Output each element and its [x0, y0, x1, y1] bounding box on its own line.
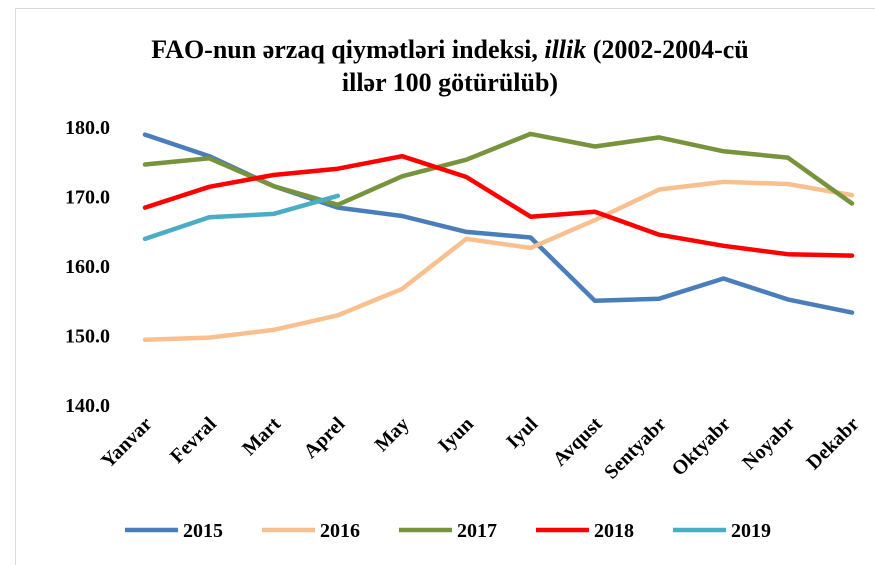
- y-tick-label: 150.0: [65, 326, 110, 348]
- legend-label: 2018: [594, 520, 634, 542]
- chart-frame: [15, 8, 875, 565]
- series-line: [142, 179, 855, 342]
- y-tick-label: 140.0: [65, 395, 110, 417]
- y-tick-label: 160.0: [65, 256, 110, 278]
- series-line: [142, 193, 341, 242]
- title-part: FAO-nun ərzaq qiymətləri indeksi,: [151, 35, 538, 64]
- series-line: [142, 153, 855, 258]
- legend-label: 2016: [320, 520, 360, 542]
- legend-label: 2019: [731, 520, 771, 542]
- title-part: illik: [544, 35, 586, 64]
- y-tick-label: 170.0: [65, 187, 110, 209]
- chart-title: FAO-nun ərzaq qiymətləri indeksi, illik …: [151, 35, 749, 64]
- series-line: [142, 131, 855, 208]
- title-part: (2002-2004-cü: [593, 35, 749, 64]
- y-tick-label: 180.0: [65, 117, 110, 139]
- legend-label: 2015: [183, 520, 223, 542]
- chart-title: illər 100 götürülüb): [342, 68, 558, 97]
- legend-label: 2017: [457, 520, 497, 542]
